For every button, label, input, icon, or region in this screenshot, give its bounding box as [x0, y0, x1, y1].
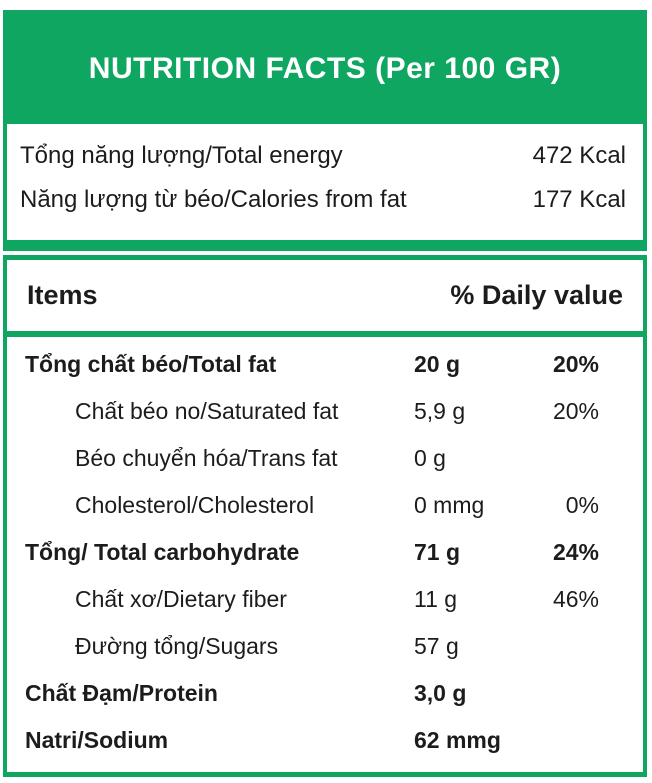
- nutrient-amount: 3,0 g: [414, 680, 467, 706]
- nutrient-label: Chất Đạm/Protein: [25, 680, 218, 706]
- nutrient-row-trans-fat: Béo chuyển hóa/Trans fat 0 g: [7, 435, 643, 482]
- energy-value: 177 Kcal: [532, 186, 626, 213]
- nutrient-row-cholesterol: Cholesterol/Cholesterol 0 mmg 0%: [7, 482, 643, 529]
- nutrient-row-total-carbohydrate: Tổng/ Total carbohydrate 71 g 24%: [7, 529, 643, 576]
- nutrient-label: Tổng/ Total carbohydrate: [25, 539, 300, 565]
- nutrient-amount: 71 g: [414, 539, 461, 565]
- nutrient-label: Béo chuyển hóa/Trans fat: [75, 445, 338, 471]
- nutrient-percent: 24%: [552, 539, 599, 565]
- table-header-row: Items % Daily value: [7, 260, 643, 331]
- label-header: NUTRITION FACTS (Per 100 GR): [7, 14, 643, 124]
- nutrient-label: Cholesterol/Cholesterol: [75, 492, 315, 518]
- energy-row: Năng lượng từ béo/Calories from fat 177 …: [20, 178, 626, 222]
- nutrient-amount: 62 mmg: [414, 727, 501, 753]
- nutrient-row-saturated-fat: Chất béo no/Saturated fat 5,9 g 20%: [7, 388, 643, 435]
- nutrient-amount: 0 g: [414, 445, 446, 471]
- nutrient-row-dietary-fiber: Chất xơ/Dietary fiber 11 g 46%: [7, 576, 643, 623]
- nutrient-rows: Tổng chất béo/Total fat 20 g 20% Chất bé…: [7, 337, 643, 772]
- nutrient-amount: 11 g: [414, 586, 458, 612]
- nutrient-row-sugars: Đường tổng/Sugars 57 g: [7, 623, 643, 670]
- items-column-header: Items: [27, 280, 98, 310]
- energy-label: Tổng năng lượng/Total energy: [20, 142, 343, 169]
- nutrient-row-total-fat: Tổng chất béo/Total fat 20 g 20%: [7, 341, 643, 388]
- nutrient-percent: 20%: [552, 398, 599, 424]
- nutrient-label: Đường tổng/Sugars: [75, 633, 279, 659]
- nutrient-amount: 5,9 g: [414, 398, 466, 424]
- label-title: NUTRITION FACTS (Per 100 GR): [88, 52, 562, 85]
- nutrient-amount: 20 g: [414, 351, 461, 377]
- nutrient-amount: 57 g: [414, 633, 459, 659]
- nutrient-row-protein: Chất Đạm/Protein 3,0 g: [7, 670, 643, 717]
- energy-label: Năng lượng từ béo/Calories from fat: [20, 186, 407, 213]
- energy-value: 472 Kcal: [532, 142, 626, 169]
- header-divider: [7, 331, 643, 337]
- nutrient-label: Natri/Sodium: [25, 727, 169, 753]
- nutrient-percent: 0%: [565, 492, 599, 518]
- nutrient-table-box: Items % Daily value Tổng chất béo/Total …: [3, 255, 647, 777]
- nutrient-percent: 46%: [552, 586, 599, 612]
- energy-box: NUTRITION FACTS (Per 100 GR) Tổng năng l…: [3, 10, 647, 251]
- nutrient-row-sodium: Natri/Sodium 62 mmg: [7, 717, 643, 764]
- daily-value-column-header: % Daily value: [450, 280, 623, 310]
- energy-section: Tổng năng lượng/Total energy 472 Kcal Nă…: [7, 124, 643, 240]
- nutrient-label: Chất béo no/Saturated fat: [75, 398, 339, 424]
- nutrient-label: Tổng chất béo/Total fat: [25, 351, 277, 377]
- nutrient-label: Chất xơ/Dietary fiber: [75, 586, 287, 612]
- nutrient-amount: 0 mmg: [414, 492, 485, 518]
- energy-row: Tổng năng lượng/Total energy 472 Kcal: [20, 134, 626, 178]
- nutrient-percent: 20%: [552, 351, 599, 377]
